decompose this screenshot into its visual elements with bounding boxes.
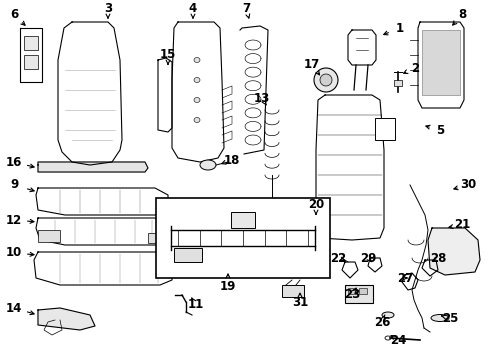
Text: 6: 6 <box>10 9 18 22</box>
Text: 4: 4 <box>189 1 197 14</box>
Text: 11: 11 <box>188 298 204 311</box>
Text: 24: 24 <box>390 333 406 346</box>
Text: 19: 19 <box>220 279 236 292</box>
Bar <box>345 285 373 303</box>
Text: 16: 16 <box>6 156 22 168</box>
Polygon shape <box>428 228 480 275</box>
Bar <box>375 118 395 140</box>
Circle shape <box>320 74 332 86</box>
Text: 13: 13 <box>254 91 270 104</box>
Bar <box>38 230 60 242</box>
Text: 8: 8 <box>458 9 466 22</box>
Text: 2: 2 <box>411 62 419 75</box>
Text: 20: 20 <box>308 198 324 211</box>
Text: 21: 21 <box>454 219 470 231</box>
Bar <box>231 212 255 228</box>
Ellipse shape <box>200 160 216 170</box>
Bar <box>24 36 38 50</box>
Bar <box>348 288 356 294</box>
Bar <box>24 55 38 69</box>
Bar <box>422 30 460 95</box>
Ellipse shape <box>194 98 200 103</box>
Ellipse shape <box>194 117 200 122</box>
Text: 14: 14 <box>6 302 22 315</box>
Ellipse shape <box>194 58 200 63</box>
Text: 28: 28 <box>430 252 446 265</box>
Text: 31: 31 <box>292 296 308 309</box>
Text: 25: 25 <box>442 311 458 324</box>
Bar <box>394 80 402 86</box>
Text: 30: 30 <box>460 179 476 192</box>
Text: 18: 18 <box>224 153 240 166</box>
Text: 15: 15 <box>160 49 176 62</box>
Polygon shape <box>38 308 95 330</box>
Bar <box>282 285 304 297</box>
Text: 22: 22 <box>330 252 346 265</box>
Text: 27: 27 <box>397 271 413 284</box>
Ellipse shape <box>194 77 200 82</box>
Text: 1: 1 <box>396 22 404 35</box>
Bar <box>156 198 330 278</box>
Ellipse shape <box>431 315 449 321</box>
Bar <box>174 248 202 262</box>
Text: 23: 23 <box>344 288 360 302</box>
Polygon shape <box>38 162 148 172</box>
Circle shape <box>314 68 338 92</box>
Bar <box>148 233 166 243</box>
Text: 7: 7 <box>242 1 250 14</box>
Text: 5: 5 <box>436 123 444 136</box>
Text: 12: 12 <box>6 213 22 226</box>
Text: 3: 3 <box>104 1 112 14</box>
Text: 29: 29 <box>360 252 376 265</box>
Text: 26: 26 <box>374 315 390 328</box>
Text: 9: 9 <box>10 179 18 192</box>
Bar <box>359 288 367 294</box>
Ellipse shape <box>382 312 394 318</box>
Text: 10: 10 <box>6 247 22 260</box>
Text: 17: 17 <box>304 58 320 72</box>
